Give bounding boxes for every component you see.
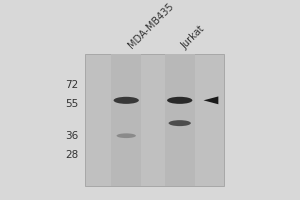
- Text: MDA-MB435: MDA-MB435: [126, 2, 176, 51]
- Ellipse shape: [169, 120, 191, 126]
- Text: 72: 72: [65, 80, 79, 90]
- Ellipse shape: [117, 133, 136, 138]
- Polygon shape: [203, 96, 218, 104]
- Ellipse shape: [114, 97, 139, 104]
- Text: 28: 28: [65, 150, 79, 160]
- FancyBboxPatch shape: [111, 54, 141, 186]
- Text: 55: 55: [65, 99, 79, 109]
- Ellipse shape: [167, 97, 192, 104]
- FancyBboxPatch shape: [85, 54, 224, 186]
- Text: 36: 36: [65, 131, 79, 141]
- FancyBboxPatch shape: [165, 54, 195, 186]
- Text: Jurkat: Jurkat: [180, 24, 207, 51]
